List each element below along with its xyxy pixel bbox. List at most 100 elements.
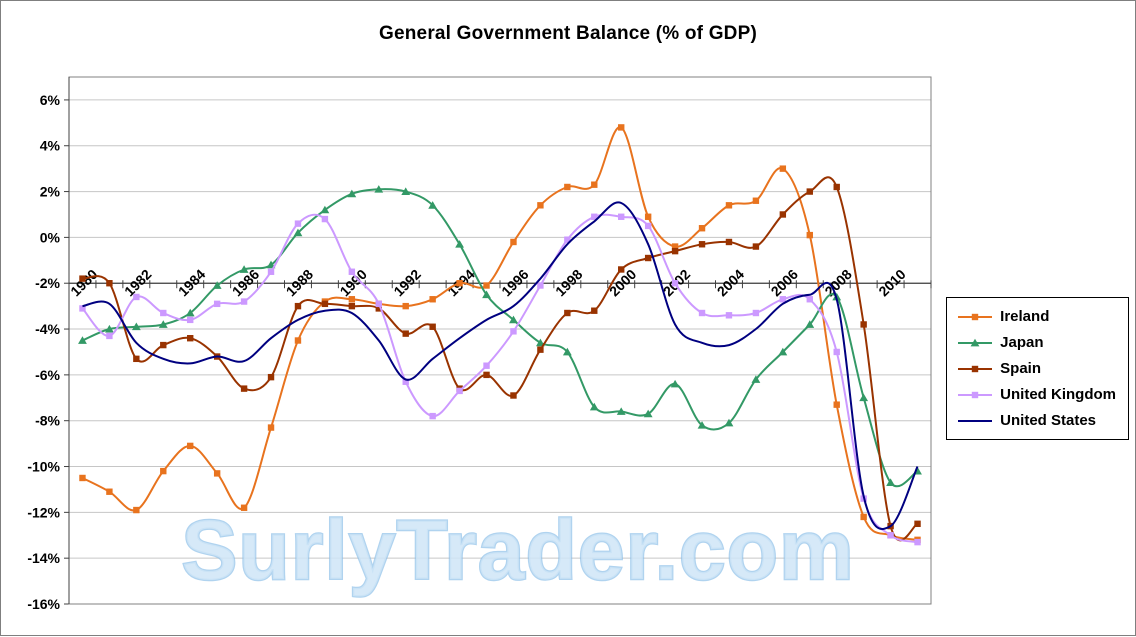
plot-background: [69, 77, 931, 604]
marker-square: [348, 296, 356, 303]
marker-square: [106, 280, 113, 287]
marker-square: [402, 330, 409, 337]
legend-swatch-ireland: [958, 313, 993, 320]
series-line-united-kingdom: [81, 213, 918, 544]
marker-triangle: [131, 322, 141, 331]
legend-label-united-kingdom: United Kingdom: [1000, 386, 1116, 403]
marker-square: [213, 300, 221, 308]
y-tick-label: -4%: [35, 321, 60, 337]
marker-triangle: [347, 189, 357, 198]
marker-square: [375, 305, 382, 312]
marker-square: [779, 296, 787, 303]
marker-square: [914, 538, 921, 546]
marker-square: [267, 424, 275, 431]
marker-square: [564, 183, 571, 191]
marker-square: [106, 488, 113, 495]
marker-triangle: [320, 205, 330, 214]
marker-square: [133, 293, 140, 301]
marker-square: [267, 268, 275, 275]
legend-label-united-states: United States: [1000, 412, 1097, 429]
marker-square: [860, 321, 867, 328]
marker-triangle: [239, 265, 249, 273]
marker-square: [429, 412, 436, 420]
legend-swatch-japan: [958, 338, 993, 346]
y-tick-label: -12%: [27, 504, 60, 520]
marker-square: [806, 188, 813, 195]
marker-square: [267, 373, 275, 381]
marker-square: [133, 355, 140, 363]
marker-triangle: [158, 320, 168, 328]
marker-square: [187, 442, 194, 450]
marker-square: [591, 181, 598, 188]
marker-square: [294, 302, 302, 310]
marker-square: [671, 247, 679, 255]
legend-label-spain: Spain: [1000, 360, 1042, 377]
marker-triangle: [78, 336, 87, 344]
series-line-united-states: [82, 201, 919, 530]
legend-item-united-states: United States: [956, 412, 1116, 429]
marker-square: [618, 124, 625, 131]
watermark: SurlyTrader.com: [181, 503, 854, 597]
marker-square: [294, 220, 302, 227]
marker-triangle: [589, 402, 599, 411]
marker-square: [779, 211, 787, 218]
marker-triangle: [293, 228, 303, 237]
y-tick-label: 0%: [40, 229, 61, 245]
marker-square: [133, 506, 140, 514]
marker-square: [644, 222, 652, 230]
marker-square: [456, 387, 463, 395]
marker-square: [914, 520, 921, 528]
legend-label-ireland: Ireland: [1000, 308, 1050, 325]
marker-triangle: [778, 347, 788, 356]
marker-triangle: [105, 324, 114, 333]
marker-square: [240, 504, 248, 511]
marker-square: [510, 328, 517, 335]
marker-square: [187, 316, 194, 324]
marker-square: [537, 346, 544, 353]
marker-square: [483, 282, 490, 289]
legend-label-japan: Japan: [1000, 334, 1044, 351]
marker-square: [240, 298, 248, 305]
marker-triangle: [616, 407, 626, 415]
marker-square: [564, 236, 571, 243]
y-tick-label: -2%: [35, 275, 60, 291]
legend-marker-square: [971, 391, 979, 398]
marker-triangle: [562, 347, 572, 356]
marker-square: [429, 296, 436, 303]
marker-triangle: [697, 421, 707, 429]
y-tick-label: 4%: [40, 138, 61, 154]
marker-square: [671, 243, 679, 250]
marker-square: [483, 371, 490, 379]
legend-marker-square: [971, 313, 979, 320]
marker-square: [806, 231, 813, 239]
marker-square: [348, 268, 356, 275]
marker-square: [725, 312, 733, 319]
legend-marker-triangle: [970, 338, 980, 346]
legend-item-ireland: Ireland: [956, 308, 1116, 325]
marker-square: [644, 254, 652, 262]
marker-square: [752, 243, 760, 250]
marker-triangle: [670, 379, 680, 388]
marker-triangle: [509, 315, 518, 324]
marker-triangle: [805, 320, 815, 328]
marker-square: [510, 238, 517, 246]
legend-marker-square: [971, 365, 979, 372]
marker-square: [779, 165, 787, 172]
marker-square: [671, 280, 679, 287]
legend-swatch-united-states: [958, 419, 993, 422]
legend-swatch-united-kingdom: [958, 391, 993, 398]
marker-square: [160, 467, 167, 475]
marker-triangle: [401, 187, 411, 195]
marker-square: [698, 241, 706, 248]
series-line-japan: [82, 188, 919, 488]
legend-item-japan: Japan: [956, 334, 1116, 351]
marker-square: [698, 309, 706, 317]
marker-square: [213, 470, 221, 477]
marker-square: [321, 215, 329, 223]
marker-square: [402, 378, 409, 385]
marker-square: [806, 296, 813, 303]
marker-square: [833, 348, 840, 356]
marker-triangle: [428, 201, 438, 209]
marker-triangle: [482, 290, 491, 299]
